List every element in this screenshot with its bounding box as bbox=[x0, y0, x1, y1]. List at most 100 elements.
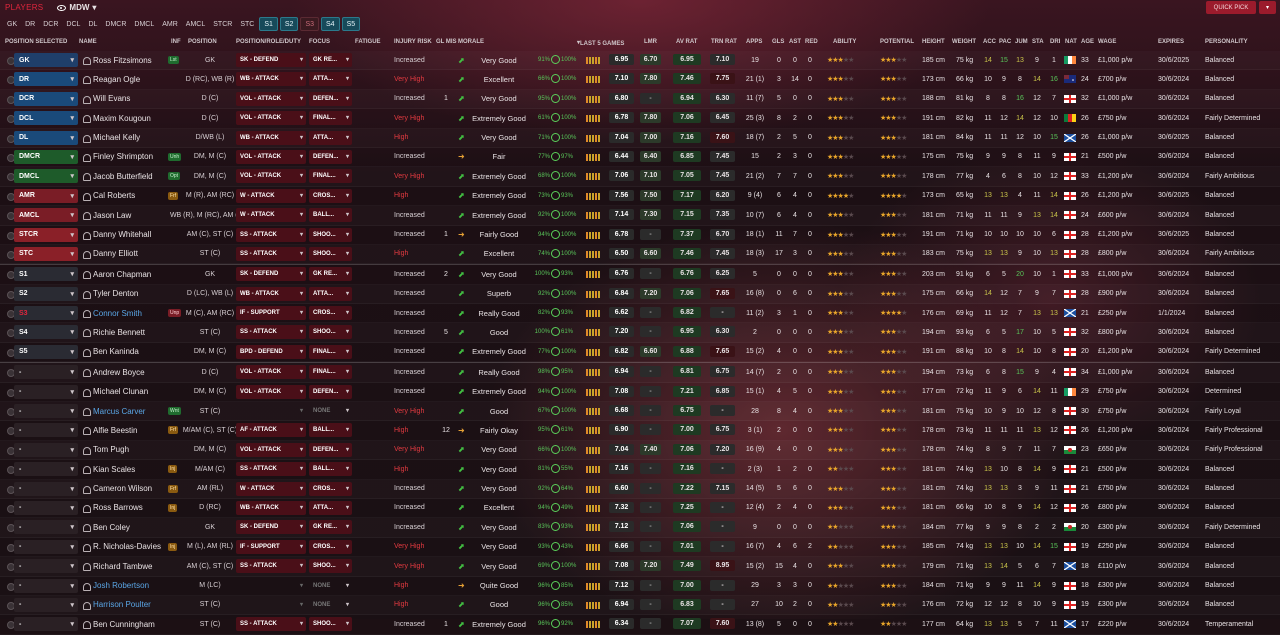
focus-select[interactable]: DEFEN... ▾ bbox=[309, 149, 352, 164]
col-expires[interactable]: EXPIRES bbox=[1158, 39, 1185, 45]
focus-select[interactable]: CROS... ▾ bbox=[309, 539, 352, 554]
quick-pick-dropdown[interactable]: ▾ bbox=[1259, 1, 1276, 14]
player-name[interactable]: Cal Roberts bbox=[93, 191, 136, 201]
position-select[interactable]: GK ▾ bbox=[14, 53, 78, 67]
player-name[interactable]: Michael Clunan bbox=[93, 387, 149, 397]
player-name[interactable]: Finley Shrimpton bbox=[93, 152, 154, 162]
position-select[interactable]: - ▾ bbox=[14, 423, 78, 438]
table-row[interactable]: S4 ▾ Richie Bennett ST (C) SS - ATTACK ▾ S… bbox=[0, 323, 1280, 343]
table-row[interactable]: DCL ▾ Maxim Kougoun D (C) VOL - ATTACK ▾ F… bbox=[0, 109, 1280, 129]
table-row[interactable]: AMCL ▾ Jason Law WB (R), M (RC), AM (RC) … bbox=[0, 206, 1280, 226]
focus-select[interactable]: SHOO... ▾ bbox=[309, 325, 352, 340]
focus-select[interactable]: FINAL... ▾ bbox=[309, 111, 352, 126]
table-row[interactable]: - ▾ Ben Cunningham ST (C) SS - ATTACK ▾ SH… bbox=[0, 615, 1280, 635]
table-row[interactable]: - ▾ Ben Coley GK SK - DEFEND ▾ GK RE... ▾ I… bbox=[0, 518, 1280, 538]
table-row[interactable]: - ▾ Richard Tambwe AM (C), ST (C) SS - AT… bbox=[0, 557, 1280, 577]
role-duty-select[interactable]: IF - SUPPORT ▾ bbox=[236, 539, 306, 554]
player-name[interactable]: R. Nicholas-Davies bbox=[93, 542, 162, 552]
player-name[interactable]: Richard Tambwe bbox=[93, 561, 153, 571]
focus-select[interactable]: SHOO... ▾ bbox=[309, 617, 352, 632]
position-select[interactable]: S3 ▾ bbox=[14, 306, 78, 321]
col-focus[interactable]: FOCUS bbox=[309, 39, 330, 45]
table-row[interactable]: DR ▾ Reagan Ogle D (RC), WB (R) WB - ATTA… bbox=[0, 70, 1280, 90]
position-select[interactable]: DCR ▾ bbox=[14, 91, 78, 106]
col-fatigue[interactable]: FATIGUE bbox=[355, 39, 381, 45]
role-duty-select[interactable]: SS - ATTACK ▾ bbox=[236, 462, 306, 477]
table-row[interactable]: AMR ▾ Cal Roberts Frf M (R), AM (RC) W - … bbox=[0, 187, 1280, 207]
table-row[interactable]: GK ▾ Ross Fitzsimons Lst GK SK - DEFEND ▾ … bbox=[0, 51, 1280, 71]
player-name[interactable]: Reagan Ogle bbox=[93, 74, 141, 84]
player-name[interactable]: Danny Whitehall bbox=[93, 230, 152, 240]
player-name[interactable]: Cameron Wilson bbox=[93, 484, 153, 494]
role-duty-select[interactable]: WB - ATTACK ▾ bbox=[236, 286, 306, 301]
table-row[interactable]: - ▾ Josh Robertson M (LC) ▾ NONE ▾ High ➜ … bbox=[0, 577, 1280, 596]
player-name[interactable]: Jason Law bbox=[93, 210, 132, 220]
focus-select[interactable]: DEFEN... ▾ bbox=[309, 91, 352, 106]
col-last5[interactable]: ▾ LAST 5 GAMES bbox=[577, 40, 625, 47]
position-select[interactable]: - ▾ bbox=[14, 597, 78, 612]
role-duty-select[interactable]: SS - ATTACK ▾ bbox=[236, 246, 306, 261]
position-select[interactable]: DMCR ▾ bbox=[14, 149, 78, 164]
focus-select[interactable]: DEFEN... ▾ bbox=[309, 384, 352, 399]
player-name[interactable]: Tom Pugh bbox=[93, 445, 130, 455]
col-gls[interactable]: GLS bbox=[772, 39, 785, 45]
col-apps[interactable]: APPS bbox=[746, 39, 763, 45]
col-jum[interactable]: JUM bbox=[1015, 39, 1028, 45]
col-name[interactable]: NAME bbox=[79, 39, 97, 45]
col-wage[interactable]: WAGE bbox=[1098, 39, 1117, 45]
role-duty-select[interactable]: WB - ATTACK ▾ bbox=[236, 130, 306, 145]
position-select[interactable]: AMCL ▾ bbox=[14, 208, 78, 223]
col-acc[interactable]: ACC bbox=[983, 39, 996, 45]
focus-select[interactable]: GK RE... ▾ bbox=[309, 267, 352, 282]
col-ability[interactable]: ABILITY bbox=[833, 39, 857, 45]
table-row[interactable]: S2 ▾ Tyler Denton D (LC), WB (L) WB - ATT… bbox=[0, 285, 1280, 305]
table-row[interactable]: - ▾ Marcus Carver Wnt ST (C) ▾ NONE ▾ Very… bbox=[0, 402, 1280, 422]
role-duty-select[interactable]: ▾ bbox=[236, 579, 306, 593]
table-row[interactable]: - ▾ Harrison Poulter ST (C) ▾ NONE ▾ High … bbox=[0, 596, 1280, 616]
position-select[interactable]: S2 ▾ bbox=[14, 286, 78, 301]
col-avrat[interactable]: AV RAT bbox=[676, 39, 698, 45]
col-height[interactable]: HEIGHT bbox=[922, 39, 945, 45]
table-row[interactable]: STCR ▾ Danny Whitehall AM (C), ST (C) SS … bbox=[0, 226, 1280, 245]
player-name[interactable]: Maxim Kougoun bbox=[93, 113, 151, 123]
position-select[interactable]: DMCL ▾ bbox=[14, 169, 78, 184]
position-select[interactable]: AMR ▾ bbox=[14, 188, 78, 203]
position-select[interactable]: S5 ▾ bbox=[14, 344, 78, 359]
position-select[interactable]: - ▾ bbox=[14, 365, 78, 380]
player-name[interactable]: Ben Cunningham bbox=[93, 619, 155, 629]
table-row[interactable]: - ▾ Ross Barrows Inj D (RC) WB - ATTACK ▾ … bbox=[0, 499, 1280, 519]
role-duty-select[interactable]: IF - SUPPORT ▾ bbox=[236, 306, 306, 321]
role-duty-select[interactable]: VOL - ATTACK ▾ bbox=[236, 442, 306, 457]
role-duty-select[interactable]: ▾ bbox=[236, 598, 306, 612]
player-name[interactable]: Josh Robertson bbox=[93, 581, 150, 591]
filter-s5[interactable]: S5 bbox=[341, 17, 361, 31]
col-potential[interactable]: POTENTIAL bbox=[880, 39, 914, 45]
col-personality[interactable]: PERSONALITY bbox=[1205, 39, 1248, 45]
focus-select[interactable]: GK RE... ▾ bbox=[309, 520, 352, 535]
col-inf[interactable]: INF bbox=[171, 39, 181, 45]
position-select[interactable]: DR ▾ bbox=[14, 72, 78, 87]
role-duty-select[interactable]: VOL - ATTACK ▾ bbox=[236, 111, 306, 126]
col-injury[interactable]: INJURY RISK bbox=[394, 39, 432, 45]
filter-dmcl[interactable]: DMCL bbox=[134, 20, 155, 28]
role-duty-select[interactable]: BPD - DEFEND ▾ bbox=[236, 344, 306, 359]
focus-select[interactable]: ATTA... ▾ bbox=[309, 500, 352, 515]
player-name[interactable]: Tyler Denton bbox=[93, 289, 139, 299]
focus-select[interactable]: ATTA... ▾ bbox=[309, 130, 352, 145]
role-duty-select[interactable]: VOL - ATTACK ▾ bbox=[236, 91, 306, 106]
focus-select[interactable]: NONE ▾ bbox=[309, 579, 352, 593]
filter-dcl[interactable]: DCL bbox=[66, 20, 81, 28]
player-name[interactable]: Ross Barrows bbox=[93, 503, 143, 513]
position-select[interactable]: - ▾ bbox=[14, 559, 78, 574]
position-select[interactable]: DCL ▾ bbox=[14, 111, 78, 126]
role-duty-select[interactable]: AF - ATTACK ▾ bbox=[236, 423, 306, 438]
position-select[interactable]: - ▾ bbox=[14, 539, 78, 554]
col-weight[interactable]: WEIGHT bbox=[952, 39, 976, 45]
focus-select[interactable]: CROS... ▾ bbox=[309, 481, 352, 496]
focus-select[interactable]: ATTA... ▾ bbox=[309, 286, 352, 301]
position-select[interactable]: S4 ▾ bbox=[14, 325, 78, 340]
focus-select[interactable]: NONE ▾ bbox=[309, 598, 352, 612]
focus-select[interactable]: SHOO... ▾ bbox=[309, 246, 352, 261]
player-name[interactable]: Ross Fitzsimons bbox=[93, 55, 152, 65]
table-row[interactable]: - ▾ Andrew Boyce D (C) VOL - ATTACK ▾ FINA… bbox=[0, 362, 1280, 383]
